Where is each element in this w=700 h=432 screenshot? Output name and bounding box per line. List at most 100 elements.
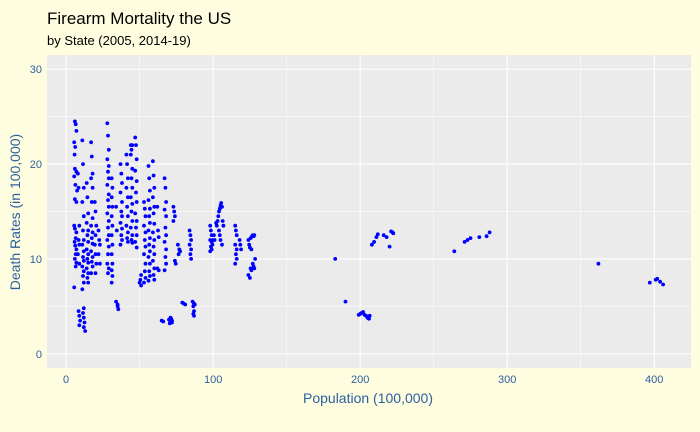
data-point (253, 257, 257, 261)
data-point (106, 244, 111, 249)
data-point (106, 252, 110, 257)
data-point (73, 197, 77, 202)
data-point (86, 211, 91, 216)
data-point (105, 238, 110, 242)
data-point (97, 238, 102, 242)
data-point (218, 238, 223, 242)
data-point (192, 302, 197, 307)
data-point (220, 204, 224, 209)
data-point (86, 228, 91, 233)
data-point (73, 166, 77, 171)
data-point (73, 264, 78, 269)
data-point (105, 211, 110, 216)
data-point (119, 209, 124, 214)
data-point (81, 255, 85, 259)
data-point (80, 242, 85, 247)
data-point (115, 302, 120, 307)
data-point (128, 152, 133, 157)
data-point (81, 274, 85, 278)
data-point (647, 280, 652, 285)
data-point (139, 283, 144, 288)
data-point (164, 200, 169, 204)
data-point (142, 269, 147, 274)
data-point (89, 259, 94, 264)
data-point (170, 320, 174, 325)
data-point (164, 233, 169, 238)
data-point (188, 252, 193, 257)
data-point (148, 274, 152, 278)
data-point (74, 129, 79, 133)
data-point (173, 258, 177, 263)
data-point (134, 233, 139, 238)
data-point (387, 244, 392, 249)
data-point (129, 209, 134, 214)
data-point (73, 236, 78, 241)
data-point (106, 204, 111, 209)
data-point (151, 258, 155, 263)
data-point (661, 282, 665, 287)
data-point (134, 190, 138, 195)
data-point (73, 226, 77, 231)
data-point (124, 185, 129, 190)
data-point (152, 238, 157, 242)
data-point (109, 233, 114, 238)
data-point (73, 257, 77, 261)
data-point (220, 219, 225, 223)
data-point (77, 261, 82, 266)
data-point (74, 260, 79, 265)
data-point (374, 235, 379, 240)
data-point (361, 310, 365, 314)
data-point (391, 231, 396, 236)
data-point (106, 164, 111, 168)
data-point (130, 166, 135, 171)
data-point (106, 133, 110, 138)
data-point (76, 309, 81, 313)
y-tick-label: 30 (30, 64, 42, 76)
data-point (105, 261, 110, 266)
data-point (655, 276, 660, 281)
data-point (173, 214, 177, 219)
data-point (343, 299, 348, 304)
data-point (143, 244, 148, 249)
data-point (176, 242, 180, 247)
data-point (234, 257, 239, 261)
data-point (189, 247, 194, 252)
data-point (110, 223, 115, 228)
y-axis-title: Death Rates (in 100,000) (7, 134, 23, 290)
data-point (381, 233, 386, 238)
data-point (75, 188, 79, 193)
data-point (210, 242, 215, 247)
data-point (147, 176, 152, 181)
data-point (77, 223, 82, 228)
data-point (152, 266, 157, 271)
data-point (72, 223, 77, 228)
data-point (477, 235, 482, 240)
data-point (143, 276, 148, 280)
data-point (86, 260, 91, 265)
data-point (133, 211, 138, 216)
data-point (98, 242, 102, 247)
data-point (120, 200, 124, 204)
data-point (183, 302, 188, 307)
data-point (372, 240, 376, 244)
data-point (80, 138, 85, 143)
data-point (120, 214, 124, 219)
data-point (162, 240, 167, 244)
data-point (86, 271, 91, 276)
data-point (73, 243, 78, 248)
data-point (148, 261, 152, 266)
data-point (73, 183, 78, 187)
data-point (384, 235, 389, 240)
data-point (81, 280, 86, 285)
data-point (84, 266, 89, 271)
data-point (209, 228, 213, 233)
data-point (73, 145, 78, 149)
chart-title: Firearm Mortality the US (47, 9, 231, 28)
data-point (248, 276, 252, 280)
data-point (76, 252, 80, 257)
data-point (173, 261, 178, 266)
x-tick-label: 300 (498, 374, 516, 386)
data-point (152, 185, 157, 190)
data-point (72, 152, 77, 157)
data-point (148, 221, 152, 225)
